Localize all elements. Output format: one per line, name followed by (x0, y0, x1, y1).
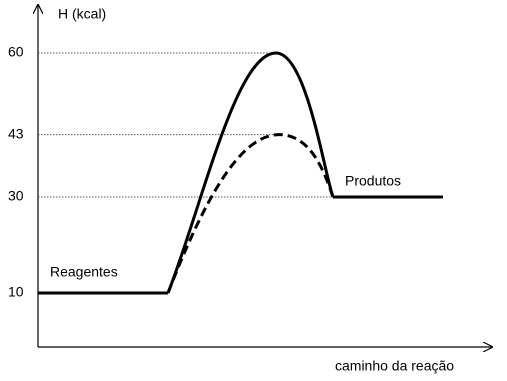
reactants-label: Reagentes (50, 264, 118, 280)
y-tick-label: 60 (8, 44, 24, 60)
dashed-curve (166, 133, 335, 294)
y-tick-label: 10 (8, 284, 24, 300)
x-axis-label: caminho da reação (335, 358, 454, 374)
y-tick-label: 43 (8, 125, 24, 141)
products-label: Produtos (345, 173, 401, 189)
solid-curve (166, 51, 335, 294)
y-tick-label: 30 (8, 188, 24, 204)
y-axis-label: H (kcal) (58, 6, 106, 22)
